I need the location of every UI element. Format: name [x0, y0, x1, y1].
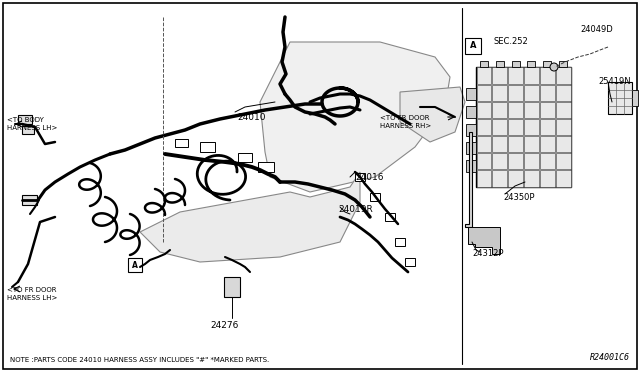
Text: 25419N: 25419N	[598, 77, 630, 87]
Text: 24049D: 24049D	[580, 26, 612, 35]
Bar	[466, 142, 476, 154]
Text: 24350P: 24350P	[503, 192, 534, 202]
Bar	[511, 61, 520, 67]
Polygon shape	[465, 132, 472, 227]
Bar	[224, 277, 240, 297]
Text: <TO FR DOOR
HARNESS LH>: <TO FR DOOR HARNESS LH>	[7, 287, 58, 301]
Bar	[556, 136, 570, 152]
Text: <TO BODY
HARNESS LH>: <TO BODY HARNESS LH>	[7, 117, 58, 131]
Bar	[477, 119, 492, 135]
Bar	[476, 67, 571, 187]
Bar	[508, 119, 523, 135]
Bar	[508, 153, 523, 169]
Bar	[527, 61, 536, 67]
Bar	[556, 153, 570, 169]
Bar	[556, 85, 570, 101]
Bar	[200, 142, 215, 152]
Bar	[524, 119, 539, 135]
Bar	[355, 173, 365, 181]
Bar	[524, 67, 539, 84]
Bar	[405, 258, 415, 266]
Bar	[480, 61, 488, 67]
Bar	[492, 85, 507, 101]
Text: 24016: 24016	[355, 173, 383, 182]
Bar	[477, 85, 492, 101]
Bar	[556, 170, 570, 186]
Bar	[465, 38, 481, 54]
Bar	[385, 213, 395, 221]
Bar	[477, 153, 492, 169]
Bar	[18, 115, 32, 124]
Bar	[556, 119, 570, 135]
Bar	[540, 153, 555, 169]
Bar	[540, 102, 555, 118]
Bar	[492, 153, 507, 169]
Bar	[492, 119, 507, 135]
Bar	[492, 170, 507, 186]
Bar	[466, 106, 476, 118]
Bar	[559, 61, 567, 67]
Text: 24010: 24010	[237, 112, 266, 122]
Bar	[540, 136, 555, 152]
Bar	[492, 67, 507, 84]
Polygon shape	[140, 172, 360, 262]
Bar	[175, 139, 188, 147]
Bar	[477, 136, 492, 152]
Text: 24276: 24276	[211, 321, 239, 330]
Bar	[466, 88, 476, 100]
Bar	[524, 170, 539, 186]
Bar	[238, 153, 252, 162]
Bar	[128, 258, 142, 272]
Bar	[556, 67, 570, 84]
Polygon shape	[468, 227, 500, 254]
Bar	[22, 126, 34, 134]
Bar	[608, 82, 632, 114]
Bar	[466, 124, 476, 136]
Bar	[492, 136, 507, 152]
Bar	[632, 90, 638, 106]
Polygon shape	[260, 42, 450, 192]
Text: 24312P: 24312P	[472, 250, 504, 259]
Bar	[508, 67, 523, 84]
Bar	[496, 61, 504, 67]
Bar	[540, 67, 555, 84]
Text: 24019R: 24019R	[338, 205, 372, 215]
Bar	[524, 85, 539, 101]
Bar	[395, 238, 405, 246]
Bar	[556, 102, 570, 118]
Bar	[540, 170, 555, 186]
Text: NOTE :PARTS CODE 24010 HARNESS ASSY INCLUDES "#" *MARKED PARTS.: NOTE :PARTS CODE 24010 HARNESS ASSY INCL…	[10, 357, 269, 363]
Bar	[466, 160, 476, 172]
Bar	[477, 170, 492, 186]
Bar	[508, 85, 523, 101]
Circle shape	[550, 63, 558, 71]
Bar	[524, 102, 539, 118]
Text: A: A	[470, 42, 476, 51]
Bar	[370, 193, 380, 201]
Text: R24001C6: R24001C6	[590, 353, 630, 362]
Text: A: A	[132, 260, 138, 269]
Bar	[540, 119, 555, 135]
Bar	[492, 102, 507, 118]
Bar	[22, 195, 37, 205]
Bar	[524, 153, 539, 169]
Text: <TO FR DOOR
HARNESS RH>: <TO FR DOOR HARNESS RH>	[380, 115, 431, 129]
Bar	[508, 170, 523, 186]
Polygon shape	[400, 87, 465, 142]
Bar	[508, 102, 523, 118]
Bar	[258, 162, 274, 172]
Bar	[477, 102, 492, 118]
Bar	[540, 85, 555, 101]
Bar	[543, 61, 551, 67]
Bar	[524, 136, 539, 152]
Bar	[477, 67, 492, 84]
Text: SEC.252: SEC.252	[494, 38, 529, 46]
Bar	[508, 136, 523, 152]
